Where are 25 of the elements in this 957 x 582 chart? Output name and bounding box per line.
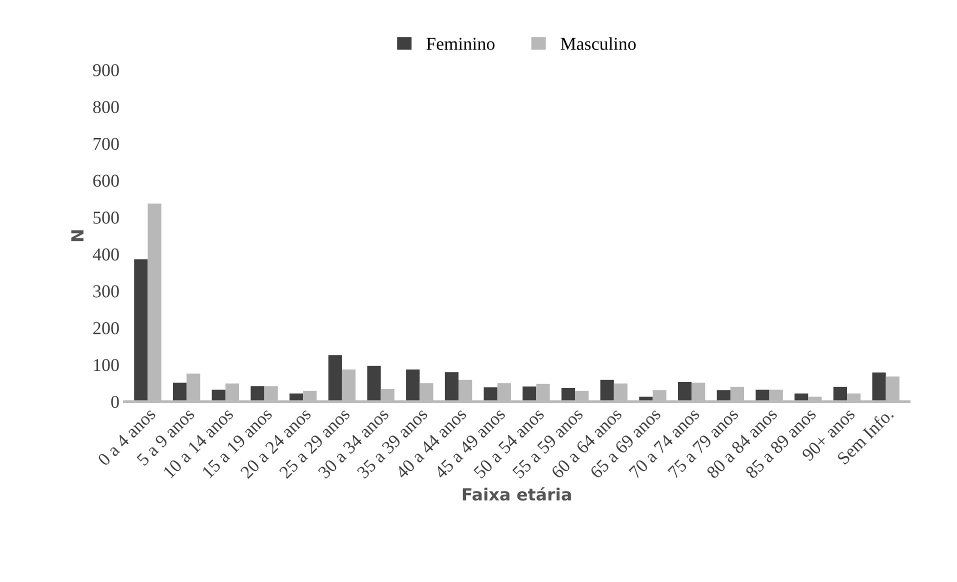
bar [172,382,187,402]
bar [444,372,459,402]
y-axis-title: N [71,230,84,242]
bar [678,382,692,402]
legend-label: Masculino [560,37,636,50]
bar [600,380,614,402]
y-tick-label: 100 [94,358,119,372]
y-tick-label: 0 [111,396,119,408]
y-tick-label: 600 [93,174,119,187]
bar [406,370,420,402]
y-tick-label: 300 [93,285,119,298]
y-tick-label: 800 [93,100,119,114]
y-tick-label: 400 [92,248,119,261]
legend-label: Feminino [426,38,495,50]
y-tick-label: 700 [94,138,119,150]
bar [367,366,381,402]
x-axis-title: Faixa etária [462,487,571,501]
bar [134,259,148,402]
y-tick-label: 900 [93,64,119,76]
y-tick-label: 500 [94,212,119,224]
bar [250,386,264,402]
bar [484,387,498,402]
y-tick-label: 200 [93,322,119,334]
bar [872,372,886,402]
bar [328,355,342,402]
